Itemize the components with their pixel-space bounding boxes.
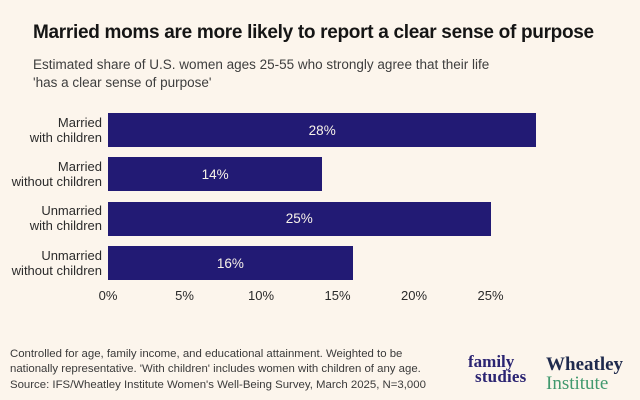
footnote-line-3: Source: IFS/Wheatley Institute Women's W…: [10, 378, 426, 391]
chart-subtitle: Estimated share of U.S. women ages 25-55…: [33, 56, 489, 92]
footnote: Controlled for age, family income, and e…: [10, 347, 426, 393]
wheatley-logo-line-1: Wheatley: [546, 354, 624, 375]
subtitle-line-2: 'has a clear sense of purpose': [33, 75, 212, 90]
category-label: Unmarried with children: [29, 203, 102, 234]
bar-value-label: 28%: [308, 122, 336, 138]
x-tick-label: 25%: [477, 288, 504, 303]
bar-unmarried-with-children: 25%: [108, 201, 491, 236]
x-tick-label: 5%: [175, 288, 194, 303]
category-label: Married without children: [11, 158, 102, 189]
subtitle-line-1: Estimated share of U.S. women ages 25-55…: [33, 57, 490, 72]
category-label: Married with children: [29, 114, 102, 145]
wheatley-institute-logo: Wheatley Institute: [546, 355, 623, 393]
bar-value-label: 16%: [216, 255, 244, 271]
family-studies-logo: family studies: [460, 352, 544, 386]
footnote-line-2: nationally representative. 'With childre…: [10, 363, 421, 376]
x-tick-label: 20%: [400, 288, 428, 303]
bar-value-label: 25%: [285, 211, 313, 227]
x-tick-label: 15%: [324, 288, 351, 303]
bar-married-without-children: 14%: [108, 157, 323, 192]
bar-unmarried-without-children: 16%: [108, 246, 353, 281]
bar-value-label: 14%: [201, 166, 229, 182]
family-studies-logo-line-2: studies: [475, 367, 527, 386]
family-studies-logo-line-1: family: [468, 352, 515, 371]
x-tick-label: 10%: [247, 288, 275, 303]
page-title: Married moms are more likely to report a…: [33, 22, 594, 43]
wheatley-logo-line-2: Institute: [546, 373, 609, 394]
bar-married-with-children: 28%: [108, 113, 537, 147]
x-tick-label: 0%: [98, 288, 118, 303]
footnote-line-1: Controlled for age, family income, and e…: [10, 348, 403, 360]
category-label: Unmarried without children: [11, 247, 102, 278]
